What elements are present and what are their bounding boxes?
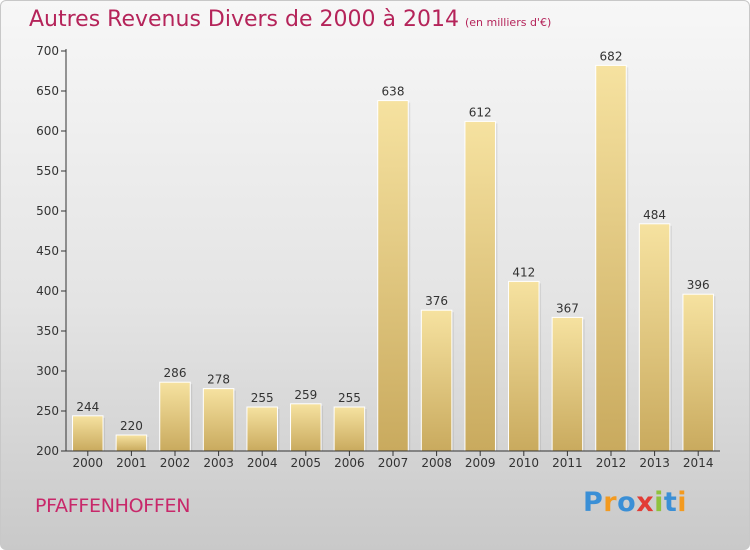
y-tick-label: 250 bbox=[36, 404, 59, 418]
bar-2005 bbox=[290, 403, 322, 452]
bar-2007 bbox=[377, 100, 409, 452]
x-tick-label: 2002 bbox=[160, 456, 191, 470]
x-tick-label: 2012 bbox=[596, 456, 627, 470]
x-tick-label: 2011 bbox=[552, 456, 583, 470]
title-unit: (en milliers d'€) bbox=[464, 16, 552, 29]
town-name: PFAFFENHOFFEN bbox=[35, 495, 191, 517]
data-label-2011: 367 bbox=[556, 301, 579, 315]
data-label-2005: 259 bbox=[294, 388, 317, 402]
bar-2011 bbox=[551, 316, 584, 452]
bar-2013 bbox=[638, 223, 671, 452]
y-tick-label: 200 bbox=[36, 444, 59, 458]
x-tick-label: 2013 bbox=[639, 456, 670, 470]
x-tick-label: 2000 bbox=[73, 456, 104, 470]
logo-letter: o bbox=[617, 487, 637, 518]
data-label-2004: 255 bbox=[251, 391, 274, 405]
y-tick-label: 450 bbox=[36, 244, 59, 258]
logo-letter: P bbox=[583, 487, 604, 518]
y-tick-label: 300 bbox=[36, 364, 59, 378]
y-tick-label: 700 bbox=[36, 44, 59, 58]
data-label-2013: 484 bbox=[643, 208, 666, 222]
bar-2014 bbox=[682, 293, 714, 452]
x-tick-label: 2010 bbox=[509, 456, 540, 470]
logo-letter: r bbox=[603, 487, 618, 518]
y-tick-label: 500 bbox=[36, 204, 59, 218]
x-tick-label: 2004 bbox=[247, 456, 278, 470]
x-tick-label: 2014 bbox=[683, 456, 714, 470]
data-label-2012: 682 bbox=[600, 49, 623, 63]
bar-2006 bbox=[333, 406, 366, 452]
bar-2009 bbox=[464, 120, 496, 452]
bar-2012 bbox=[595, 64, 627, 452]
x-tick-label: 2003 bbox=[203, 456, 234, 470]
data-label-2010: 412 bbox=[512, 265, 535, 279]
logo-letter: i bbox=[677, 487, 688, 518]
y-tick-label: 350 bbox=[36, 324, 59, 338]
x-axis: 2000 2001 2002 2003 2004 2005 2006 2007 2008 2009… bbox=[66, 450, 720, 470]
data-label-2014: 396 bbox=[687, 278, 710, 292]
proxiti-logo: Proxiti bbox=[583, 487, 687, 518]
data-label-2000: 244 bbox=[76, 400, 99, 414]
logo-letter: t bbox=[663, 487, 678, 518]
data-label-2003: 278 bbox=[207, 373, 230, 387]
x-tick-label: 2006 bbox=[334, 456, 365, 470]
chart-title: Autres Revenus Divers de 2000 à 2014 (en … bbox=[29, 7, 551, 32]
data-label-2006: 255 bbox=[338, 391, 361, 405]
bar-2000 bbox=[72, 415, 104, 452]
bars-group: 244 220 286 278 255 259 255 638 376 612 412 367 682 4… bbox=[72, 49, 716, 452]
bar-2004 bbox=[246, 406, 278, 452]
data-label-2008: 376 bbox=[425, 294, 448, 308]
x-tick-label: 2007 bbox=[378, 456, 409, 470]
data-label-2002: 286 bbox=[164, 366, 187, 380]
bar-2010 bbox=[508, 280, 540, 452]
bar-2008 bbox=[420, 309, 453, 452]
x-tick-label: 2005 bbox=[291, 456, 322, 470]
x-tick-label: 2008 bbox=[421, 456, 452, 470]
logo-letter: x bbox=[636, 487, 655, 518]
bar-2002 bbox=[159, 381, 191, 452]
y-tick-label: 550 bbox=[36, 164, 59, 178]
bar-2001 bbox=[115, 434, 148, 452]
x-tick-label: 2009 bbox=[465, 456, 496, 470]
y-axis: 200 250 300 350 400 450 500 550 600 650 700 bbox=[36, 44, 67, 458]
x-tick-label: 2001 bbox=[116, 456, 147, 470]
y-tick-label: 650 bbox=[36, 84, 59, 98]
y-tick-label: 400 bbox=[36, 284, 59, 298]
title-text: Autres Revenus Divers de 2000 à 2014 bbox=[29, 7, 459, 32]
y-tick-label: 600 bbox=[36, 124, 59, 138]
logo-letter: i bbox=[654, 487, 664, 518]
data-label-2001: 220 bbox=[120, 419, 143, 433]
data-label-2007: 638 bbox=[382, 85, 405, 99]
data-label-2009: 612 bbox=[469, 105, 492, 119]
bar-2003 bbox=[202, 388, 235, 452]
